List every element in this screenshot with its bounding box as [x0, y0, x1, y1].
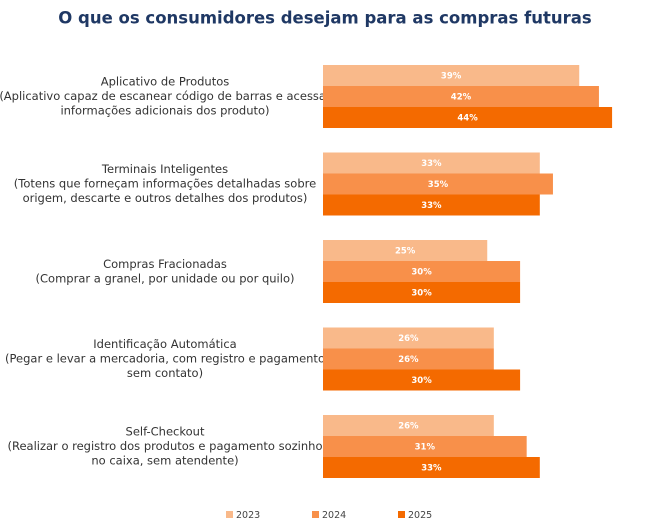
category-label: Terminais Inteligentes [101, 162, 228, 176]
bar [323, 348, 494, 370]
bar [323, 65, 580, 86]
bar [323, 415, 494, 436]
value-label: 31% [415, 443, 436, 453]
bar [323, 107, 613, 128]
bar [323, 369, 521, 391]
bar [323, 86, 599, 107]
value-label: 25% [395, 247, 416, 257]
value-label: 26% [398, 334, 419, 344]
legend-label: 2025 [408, 510, 432, 521]
category-label: Identificação Automática [93, 337, 236, 351]
bar [323, 282, 521, 303]
value-label: 42% [451, 93, 472, 103]
bar [323, 436, 527, 457]
bar [323, 261, 521, 282]
bar [323, 173, 553, 195]
legend-swatch [398, 511, 405, 518]
value-label: 33% [421, 464, 442, 474]
value-label: 30% [411, 268, 432, 278]
value-label: 26% [398, 355, 419, 365]
bar [323, 152, 540, 174]
bar [323, 327, 494, 349]
value-label: 39% [441, 72, 462, 82]
category-label: (Aplicativo capaz de escanear código de … [0, 89, 331, 103]
bar [323, 194, 540, 216]
category-label: Compras Fracionadas [103, 257, 227, 271]
category-label: (Pegar e levar a mercadoria, com registr… [5, 352, 325, 366]
value-label: 26% [398, 422, 419, 432]
value-label: 30% [411, 289, 432, 299]
category-label: Aplicativo de Produtos [101, 75, 230, 89]
category-label: sem contato) [127, 366, 203, 380]
category-label: (Realizar o registro dos produtos e paga… [8, 439, 323, 453]
legend-swatch [226, 511, 233, 518]
legend-swatch [312, 511, 319, 518]
legend-label: 2024 [322, 510, 346, 521]
category-label: Self-Checkout [126, 425, 205, 439]
value-label: 35% [428, 180, 449, 190]
category-label: (Comprar a granel, por unidade ou por qu… [36, 271, 295, 285]
category-label: no caixa, sem atendente) [91, 454, 238, 468]
legend-label: 2023 [236, 510, 260, 521]
category-label: (Totens que forneçam informações detalha… [14, 177, 316, 191]
category-label: informações adicionais dos produto) [60, 104, 269, 118]
category-label: origem, descarte e outros detalhes dos p… [23, 191, 308, 205]
value-label: 33% [421, 201, 442, 211]
value-label: 30% [411, 376, 432, 386]
bar [323, 457, 540, 478]
chart-title: O que os consumidores desejam para as co… [58, 9, 592, 28]
bar [323, 240, 488, 261]
value-label: 33% [421, 159, 442, 169]
value-label: 44% [457, 114, 478, 124]
